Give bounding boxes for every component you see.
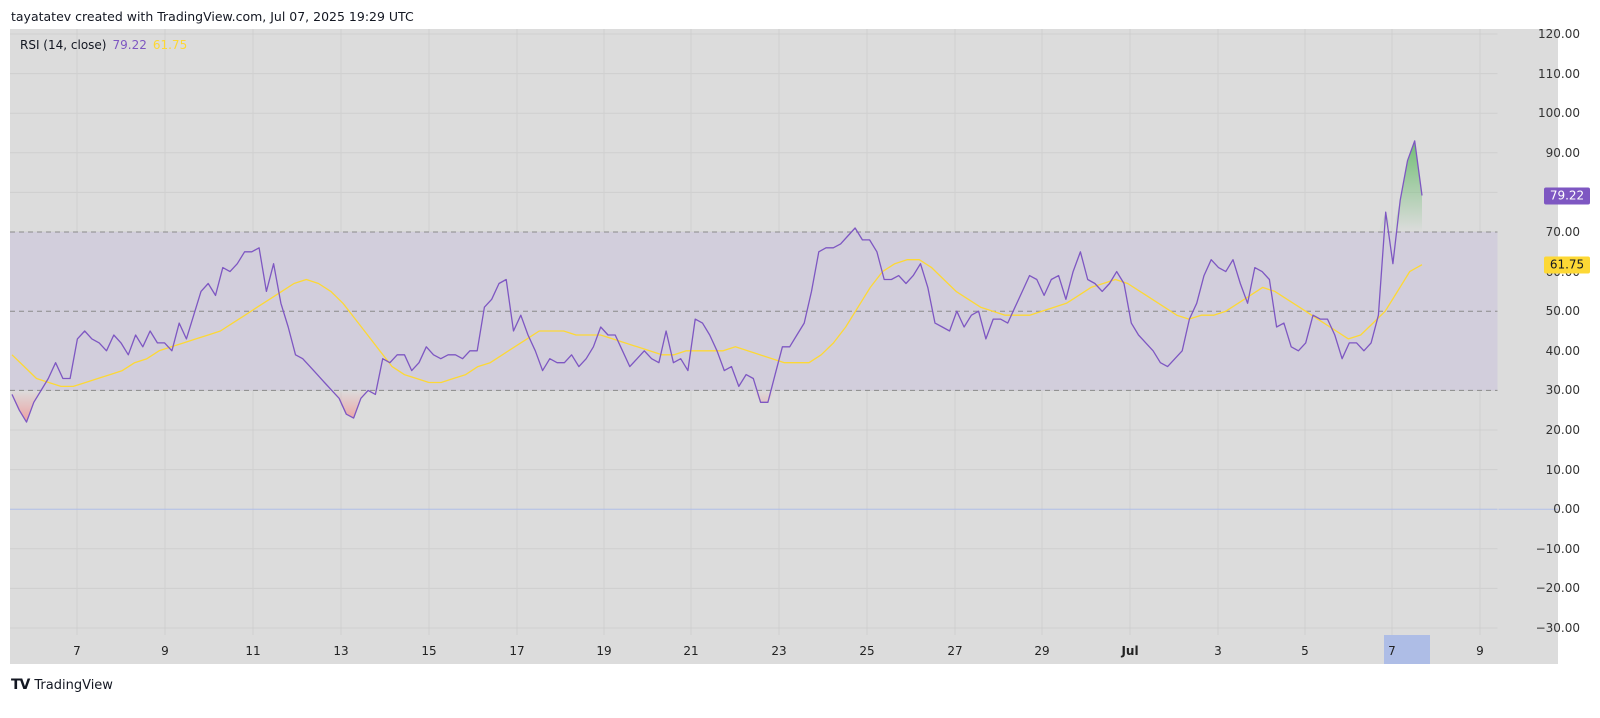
brand-name: TradingView (34, 677, 113, 693)
y-tick-label: 30.00 (1545, 383, 1580, 398)
y-tick-label: 110.00 (1538, 66, 1580, 81)
y-tick-label: 50.00 (1545, 304, 1580, 319)
x-tick-label: 7 (73, 644, 81, 658)
x-tick-label: 11 (245, 644, 261, 658)
x-tick-label: 25 (859, 644, 875, 658)
x-tick-label: 21 (683, 644, 699, 658)
x-axis-highlight (1384, 635, 1430, 664)
rsi-legend-value: 79.22 (112, 38, 147, 52)
ma-price-badge: 61.75 (1544, 256, 1590, 274)
y-tick-label: 70.00 (1545, 225, 1580, 239)
y-tick-label: −20.00 (1535, 581, 1580, 596)
x-tick-label: 23 (771, 644, 787, 658)
tradingview-logo-icon: TV (11, 677, 30, 693)
rsi-price-badge: 79.22 (1544, 187, 1590, 205)
y-tick-label: −10.00 (1535, 541, 1580, 556)
x-tick-label: 5 (1301, 644, 1309, 658)
ma-legend-value: 61.75 (152, 38, 188, 52)
x-tick-label: 9 (1476, 644, 1484, 658)
x-tick-label: 29 (1034, 644, 1050, 658)
x-tick-label: 17 (509, 644, 525, 658)
footer-brand[interactable]: TV TradingView (11, 677, 113, 693)
x-tick-label: Jul (1121, 644, 1139, 658)
y-tick-label: 120.00 (1538, 27, 1580, 41)
y-tick-label: 90.00 (1545, 145, 1580, 160)
x-tick-label: 7 (1388, 644, 1396, 658)
x-tick-label: 13 (333, 644, 349, 658)
indicator-legend[interactable]: RSI (14, close) 79.22 61.75 (20, 38, 187, 52)
x-tick-label: 19 (596, 644, 612, 658)
chart-pane[interactable] (10, 29, 1558, 664)
y-tick-label: 10.00 (1545, 462, 1580, 477)
rsi-plot[interactable] (10, 29, 1558, 664)
y-tick-label: 100.00 (1538, 106, 1580, 121)
y-tick-label: 0.00 (1553, 502, 1580, 517)
x-tick-label: 9 (161, 644, 169, 658)
rsi-line (11, 140, 1423, 423)
x-tick-label: 3 (1214, 644, 1222, 658)
y-tick-label: 40.00 (1545, 343, 1580, 358)
indicator-name: RSI (14, close) (20, 38, 107, 52)
attribution-text: tayatatev created with TradingView.com, … (11, 9, 414, 24)
y-tick-label: −30.00 (1535, 621, 1580, 635)
x-tick-label: 27 (947, 644, 963, 658)
y-tick-label: 20.00 (1545, 423, 1580, 437)
x-tick-label: 15 (421, 644, 437, 658)
